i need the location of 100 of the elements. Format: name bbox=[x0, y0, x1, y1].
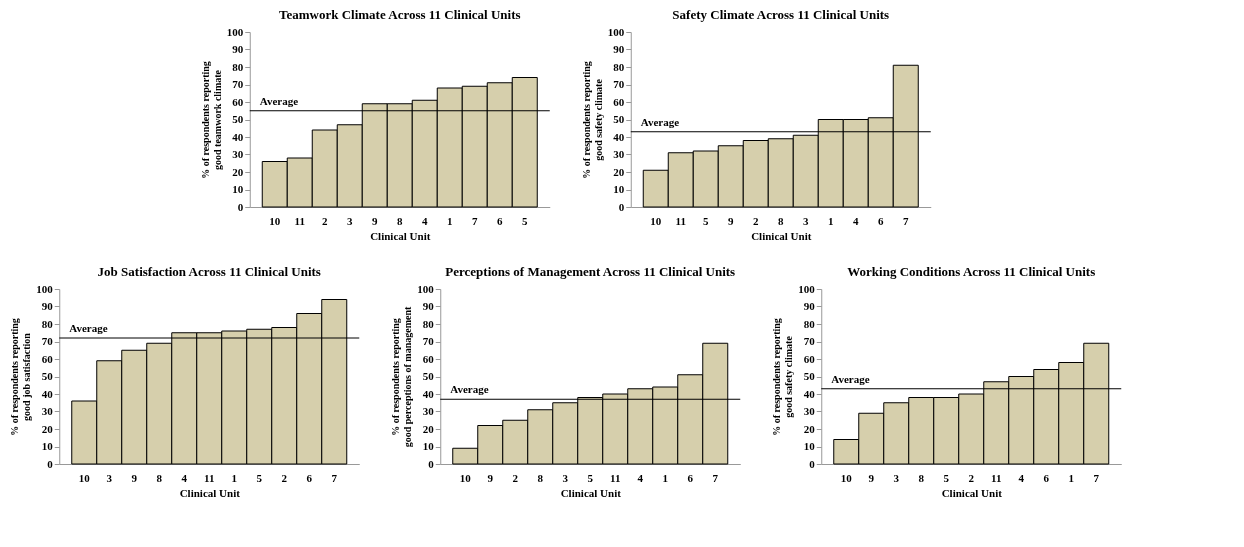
x-tick-label: 11 bbox=[204, 471, 215, 484]
x-tick-label: 5 bbox=[256, 471, 263, 484]
x-tick-label: 1 bbox=[231, 471, 237, 484]
x-tick-label: 7 bbox=[712, 471, 719, 484]
x-tick-label: 5 bbox=[587, 471, 594, 484]
y-tick-label: 10 bbox=[422, 440, 435, 452]
x-tick-label: 2 bbox=[753, 214, 759, 227]
y-axis-title: % of respondents reporting good safety climate bbox=[580, 61, 604, 179]
y-tick-label: 20 bbox=[232, 165, 244, 178]
y-tick-label: 40 bbox=[803, 387, 816, 400]
x-tick-label: 6 bbox=[497, 214, 503, 227]
x-tick-label: 3 bbox=[893, 471, 900, 484]
ref-line-label: Average bbox=[831, 372, 870, 385]
y-tick-label: 30 bbox=[422, 405, 435, 417]
x-tick-label: 7 bbox=[1093, 471, 1100, 484]
x-axis-title: Clinical Unit bbox=[179, 486, 241, 499]
y-tick-label: 0 bbox=[809, 457, 816, 470]
x-tick-label: 7 bbox=[903, 214, 909, 227]
x-tick-label: 8 bbox=[918, 471, 925, 484]
y-tick-label: 100 bbox=[417, 282, 435, 295]
y-tick-label: 20 bbox=[422, 422, 435, 435]
x-tick-label: 10 bbox=[650, 214, 662, 227]
y-tick-label: 30 bbox=[803, 405, 816, 417]
y-tick-label: 100 bbox=[226, 25, 244, 38]
x-tick-label: 4 bbox=[422, 214, 428, 227]
y-tick-label: 90 bbox=[613, 43, 625, 55]
y-tick-label: 100 bbox=[607, 25, 625, 38]
chart-title: Working Conditions Across 11 Clinical Units bbox=[847, 264, 1096, 279]
x-tick-label: 7 bbox=[331, 471, 338, 484]
x-tick-label: 3 bbox=[106, 471, 113, 484]
x-axis-title: Clinical Unit bbox=[751, 229, 812, 242]
y-tick-label: 80 bbox=[422, 317, 435, 330]
y-tick-label: 50 bbox=[803, 370, 816, 382]
x-tick-label: 1 bbox=[1068, 471, 1074, 484]
x-tick-label: 8 bbox=[537, 471, 544, 484]
x-tick-label: 1 bbox=[447, 214, 453, 227]
x-tick-label: 9 bbox=[487, 471, 494, 484]
x-axis-title: Clinical Unit bbox=[941, 486, 1003, 499]
y-tick-label: 60 bbox=[422, 352, 435, 365]
x-tick-label: 6 bbox=[306, 471, 313, 484]
x-tick-label: 11 bbox=[610, 471, 621, 484]
x-tick-label: 11 bbox=[991, 471, 1002, 484]
ref-line-label: Average bbox=[69, 322, 108, 334]
x-tick-label: 1 bbox=[828, 214, 834, 227]
ref-line-label: Average bbox=[640, 115, 680, 128]
y-tick-label: 10 bbox=[232, 183, 244, 195]
y-tick-label: 40 bbox=[422, 387, 435, 400]
y-tick-label: 10 bbox=[613, 183, 625, 195]
x-tick-label: 8 bbox=[397, 214, 403, 227]
y-tick-label: 10 bbox=[803, 440, 816, 452]
x-tick-label: 5 bbox=[522, 214, 528, 227]
y-tick-label: 40 bbox=[41, 387, 54, 400]
x-tick-label: 11 bbox=[675, 214, 686, 227]
y-tick-label: 80 bbox=[803, 317, 816, 330]
y-tick-label: 30 bbox=[613, 148, 625, 160]
y-tick-label: 90 bbox=[803, 300, 816, 312]
x-tick-label: 1 bbox=[662, 471, 668, 484]
y-tick-label: 100 bbox=[798, 282, 816, 295]
y-tick-label: 0 bbox=[47, 457, 54, 470]
y-tick-label: 20 bbox=[613, 165, 625, 178]
y-tick-label: 90 bbox=[232, 43, 244, 55]
y-tick-label: 70 bbox=[41, 335, 54, 347]
y-tick-label: 50 bbox=[232, 113, 244, 125]
y-tick-label: 40 bbox=[613, 130, 625, 143]
y-axis-title: % of respondents reporting good teamwork climate bbox=[199, 61, 223, 179]
x-axis-title: Clinical Unit bbox=[560, 486, 622, 499]
y-tick-label: 0 bbox=[237, 200, 244, 213]
y-tick-label: 100 bbox=[36, 282, 54, 295]
y-tick-label: 70 bbox=[232, 78, 244, 90]
y-tick-label: 20 bbox=[41, 422, 54, 435]
x-tick-label: 10 bbox=[459, 471, 472, 484]
x-tick-label: 9 bbox=[131, 471, 138, 484]
y-tick-label: 70 bbox=[803, 335, 816, 347]
y-tick-label: 80 bbox=[41, 317, 54, 330]
y-tick-label: 70 bbox=[422, 335, 435, 347]
x-axis-title: Clinical Unit bbox=[370, 229, 431, 242]
chart-title: Perceptions of Management Across 11 Clinical Units bbox=[445, 264, 736, 279]
y-tick-label: 50 bbox=[41, 370, 54, 382]
y-tick-label: 60 bbox=[803, 352, 816, 365]
x-tick-label: 2 bbox=[322, 214, 328, 227]
x-tick-label: 7 bbox=[472, 214, 478, 227]
x-tick-label: 6 bbox=[878, 214, 884, 227]
ref-line-label: Average bbox=[450, 383, 489, 396]
y-tick-label: 40 bbox=[232, 130, 244, 143]
x-tick-label: 9 bbox=[372, 214, 378, 227]
x-tick-label: 2 bbox=[512, 471, 519, 484]
x-tick-label: 11 bbox=[294, 214, 305, 227]
ref-line-label: Average bbox=[259, 94, 299, 107]
y-tick-label: 0 bbox=[428, 457, 435, 470]
x-tick-label: 6 bbox=[687, 471, 694, 484]
x-tick-label: 3 bbox=[562, 471, 569, 484]
y-tick-label: 60 bbox=[41, 352, 54, 365]
x-tick-label: 4 bbox=[181, 471, 188, 484]
chart-title: Teamwork Climate Across 11 Clinical Units bbox=[278, 7, 521, 22]
y-tick-label: 80 bbox=[613, 60, 625, 73]
y-tick-label: 50 bbox=[422, 370, 435, 382]
chart-title: Safety Climate Across 11 Clinical Units bbox=[672, 7, 890, 22]
x-tick-label: 9 bbox=[728, 214, 734, 227]
y-tick-label: 0 bbox=[618, 200, 625, 213]
y-tick-label: 60 bbox=[232, 95, 244, 108]
